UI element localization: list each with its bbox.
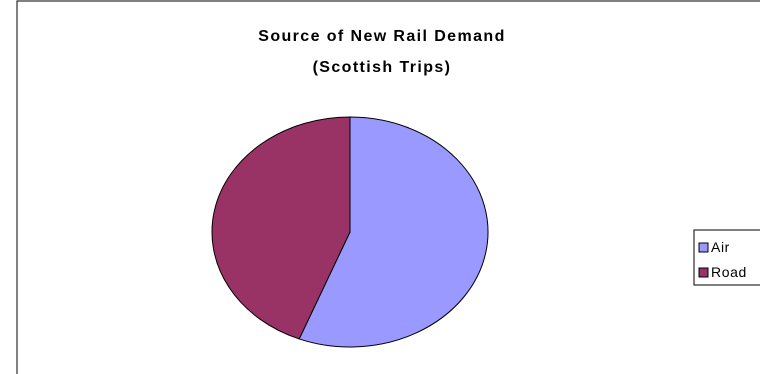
pie-slice-air (298, 116, 489, 348)
pie-slices (211, 116, 489, 348)
legend: Air Road (693, 229, 760, 286)
legend-swatch-road (698, 267, 709, 278)
chart-title-line-1: Source of New Rail Demand (258, 28, 506, 45)
chart-title-line-2: (Scottish Trips) (313, 59, 452, 76)
legend-swatch-air (698, 242, 709, 253)
pie-slice-road (211, 116, 351, 340)
legend-label-road: Road (711, 264, 747, 280)
legend-label-air: Air (711, 239, 730, 255)
